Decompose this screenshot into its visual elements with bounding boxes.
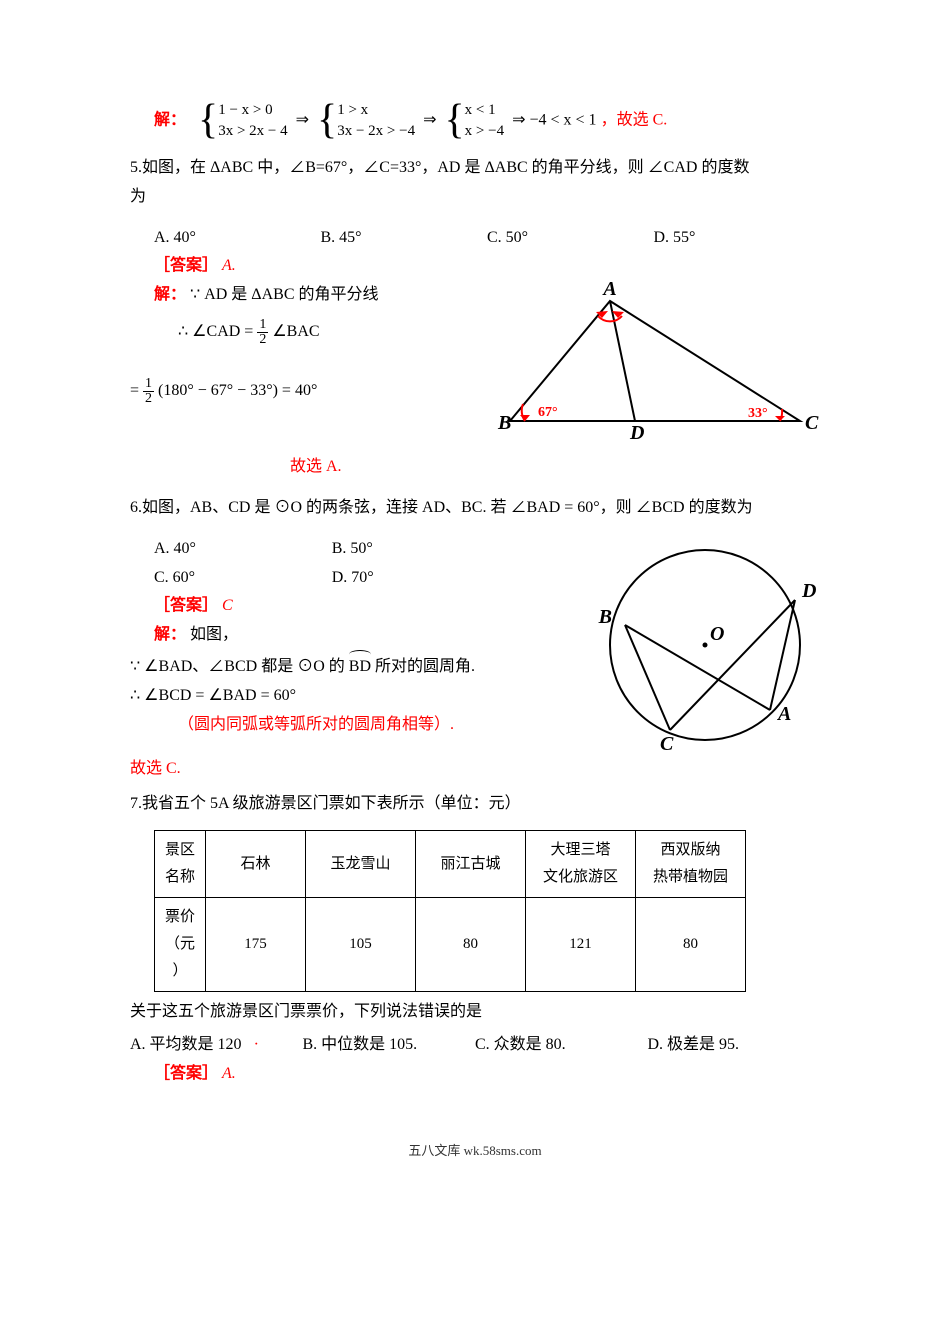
q5-stem: 5.如图，在 ΔABC 中，∠B=67°，∠C=33°，AD 是 ΔABC 的角… <box>130 154 820 212</box>
q5-opt-a: A. 40° <box>154 224 321 253</box>
arc-bd: BD <box>349 650 371 682</box>
svg-text:B: B <box>598 606 612 628</box>
q6-figure: O B A C D <box>590 535 820 755</box>
q4-sys2: { 1 > x 3x − 2x > −4 <box>317 100 415 142</box>
svg-text:67°: 67° <box>538 405 558 420</box>
svg-text:B: B <box>497 412 511 434</box>
q6-options: A. 40° B. 50° C. 60° D. 70° <box>130 535 510 593</box>
q6-conclusion: 故选 C. <box>130 755 820 784</box>
q5-opt-c: C. 50° <box>487 224 654 253</box>
q6-stem: 6.如图，AB、CD 是 ⊙O 的两条弦，连接 AD、BC. 若 ∠BAD = … <box>130 494 820 523</box>
q5-opt-b: B. 45° <box>321 224 488 253</box>
q4-conclusion: ，故选 C. <box>601 112 668 129</box>
svg-text:D: D <box>629 422 644 441</box>
page-footer: 五八文库 wk.58sms.com <box>130 1139 820 1162</box>
q7-opt-d: D. 极差是 95. <box>648 1031 821 1060</box>
q7-stem2: 关于这五个旅游景区门票票价，下列说法错误的是 <box>130 998 820 1027</box>
q5-sol-line3: = 1 2 (180° − 67° − 33°) = 40° <box>130 377 470 406</box>
sol-label: 解： <box>154 112 186 129</box>
q5-options: A. 40° B. 45° C. 50° D. 55° <box>130 224 820 253</box>
q5-sol-line2: ∴ ∠CAD = 1 2 ∠BAC <box>130 318 470 347</box>
q4-sys3: { x < 1 x > −4 <box>444 100 504 142</box>
svg-text:C: C <box>660 733 674 755</box>
q7-answer: ［答案］ A. <box>130 1060 820 1089</box>
q5-conclusion: 故选 A. <box>290 453 820 482</box>
q5-sol-line1: 解： ∵ AD 是 ΔABC 的角平分线 <box>130 281 470 310</box>
svg-text:D: D <box>801 580 816 602</box>
q7-opt-c: C. 众数是 80. <box>475 1031 648 1060</box>
q7-stem: 7.我省五个 5A 级旅游景区门票如下表所示（单位：元） <box>130 790 820 819</box>
svg-text:A: A <box>776 703 791 725</box>
q7-table: 景区 名称 石林 玉龙雪山 丽江古城 大理三塔 文化旅游区 西双版纳 热带植物园… <box>154 830 746 992</box>
q5-figure: A B C D 67° 33° <box>480 281 820 441</box>
svg-text:33°: 33° <box>748 406 768 421</box>
svg-text:A: A <box>601 281 616 300</box>
q5-opt-d: D. 55° <box>654 224 821 253</box>
q7-opt-b: B. 中位数是 105. <box>303 1031 476 1060</box>
svg-text:C: C <box>805 412 819 434</box>
q4-sys1: { 1 − x > 0 3x > 2x − 4 <box>198 100 288 142</box>
q6-opt-c: C. 60° <box>154 564 332 593</box>
q7-options: A. 平均数是 120 · B. 中位数是 105. C. 众数是 80. D.… <box>130 1031 820 1060</box>
q4-solution: 解： { 1 − x > 0 3x > 2x − 4 ⇒ { 1 > x 3x … <box>130 100 820 142</box>
q6-opt-b: B. 50° <box>332 535 510 564</box>
q5-answer: ［答案］ A. <box>130 252 820 281</box>
svg-text:O: O <box>710 623 724 645</box>
q6-opt-d: D. 70° <box>332 564 510 593</box>
q7-opt-a: A. 平均数是 120 · <box>130 1031 303 1060</box>
q6-opt-a: A. 40° <box>154 535 332 564</box>
